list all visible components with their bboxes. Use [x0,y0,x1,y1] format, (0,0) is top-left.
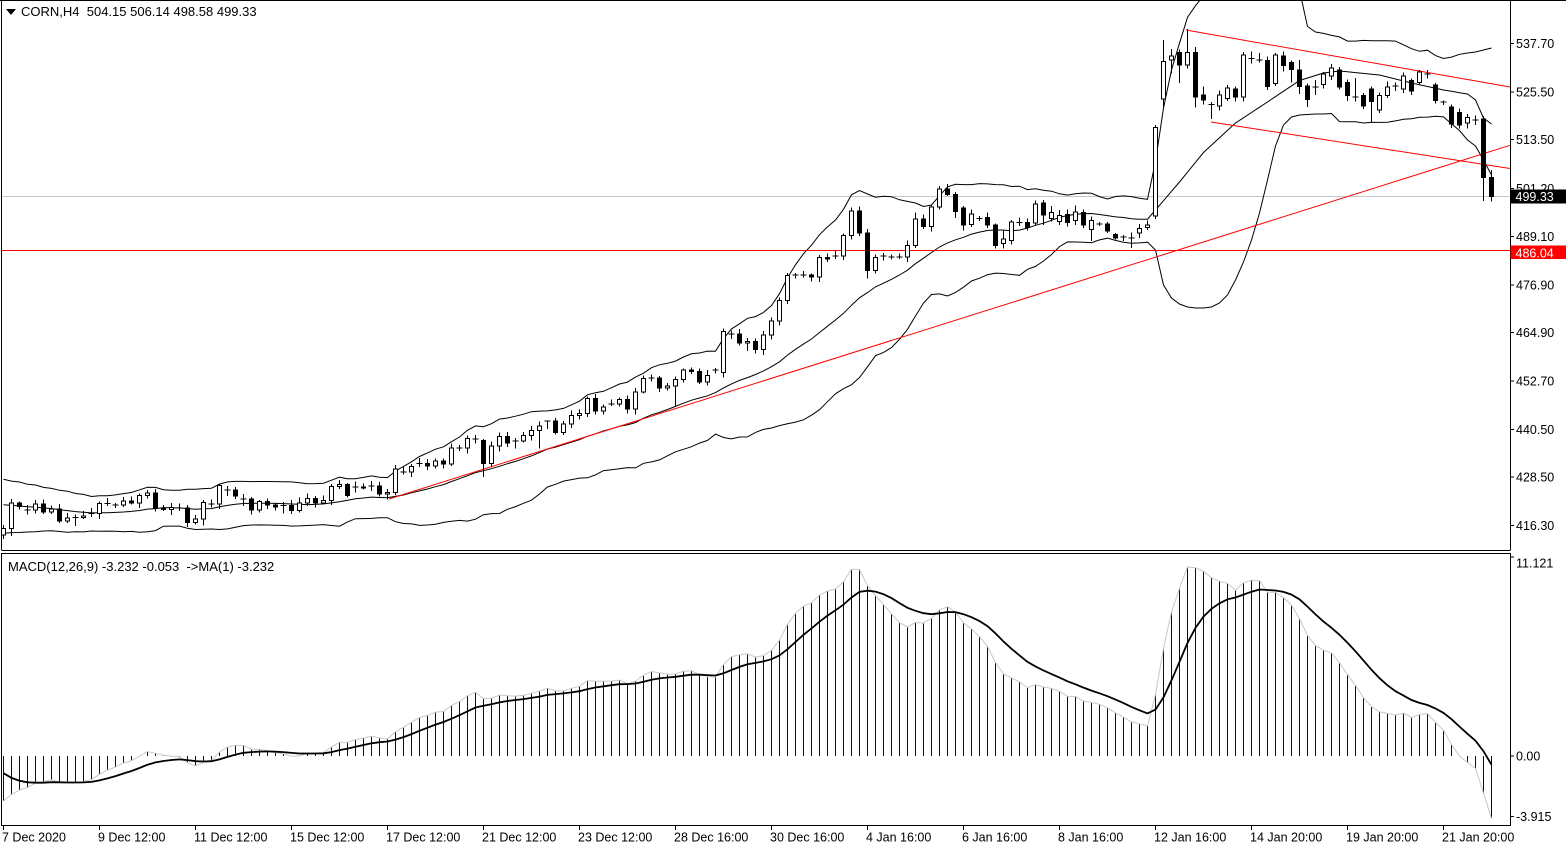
svg-text:MACD(12,26,9) -3.232 -0.053 -: MACD(12,26,9) -3.232 -0.053 ->MA(1) -3.2… [8,559,274,574]
svg-text:0.00: 0.00 [1516,750,1540,764]
svg-text:9 Dec 12:00: 9 Dec 12:00 [98,831,165,845]
svg-text:28 Dec 16:00: 28 Dec 16:00 [674,831,748,845]
svg-text:428.50: 428.50 [1516,471,1554,485]
svg-text:30 Dec 16:00: 30 Dec 16:00 [770,831,844,845]
svg-text:464.90: 464.90 [1516,326,1554,340]
svg-text:23 Dec 12:00: 23 Dec 12:00 [578,831,652,845]
svg-text:486.04: 486.04 [1516,247,1554,261]
svg-text:525.50: 525.50 [1516,85,1554,99]
svg-text:11 Dec 12:00: 11 Dec 12:00 [194,831,267,845]
svg-text:21 Jan 20:00: 21 Jan 20:00 [1442,831,1514,845]
svg-text:452.70: 452.70 [1516,374,1554,388]
svg-text:513.50: 513.50 [1516,133,1554,147]
svg-text:489.10: 489.10 [1516,230,1554,244]
svg-text:19 Jan 20:00: 19 Jan 20:00 [1346,831,1418,845]
svg-text:14 Jan 20:00: 14 Jan 20:00 [1250,831,1322,845]
svg-text:440.50: 440.50 [1516,423,1554,437]
svg-text:537.70: 537.70 [1516,37,1554,51]
svg-text:7 Dec 2020: 7 Dec 2020 [2,831,66,845]
svg-text:-3.915: -3.915 [1516,810,1551,824]
svg-text:17 Dec 12:00: 17 Dec 12:00 [386,831,460,845]
svg-text:21 Dec 12:00: 21 Dec 12:00 [482,831,556,845]
svg-text:4 Jan 16:00: 4 Jan 16:00 [866,831,931,845]
svg-text:8 Jan 16:00: 8 Jan 16:00 [1058,831,1123,845]
svg-text:15 Dec 12:00: 15 Dec 12:00 [290,831,364,845]
svg-text:416.30: 416.30 [1516,519,1554,533]
svg-text:CORN,H4 504.15 506.14 498.58: CORN,H4 504.15 506.14 498.58 499.33 [21,4,257,19]
svg-text:499.33: 499.33 [1516,190,1554,204]
svg-text:12 Jan 16:00: 12 Jan 16:00 [1154,831,1226,845]
svg-text:6 Jan 16:00: 6 Jan 16:00 [962,831,1027,845]
svg-text:476.90: 476.90 [1516,278,1554,292]
svg-text:11.121: 11.121 [1516,557,1553,571]
